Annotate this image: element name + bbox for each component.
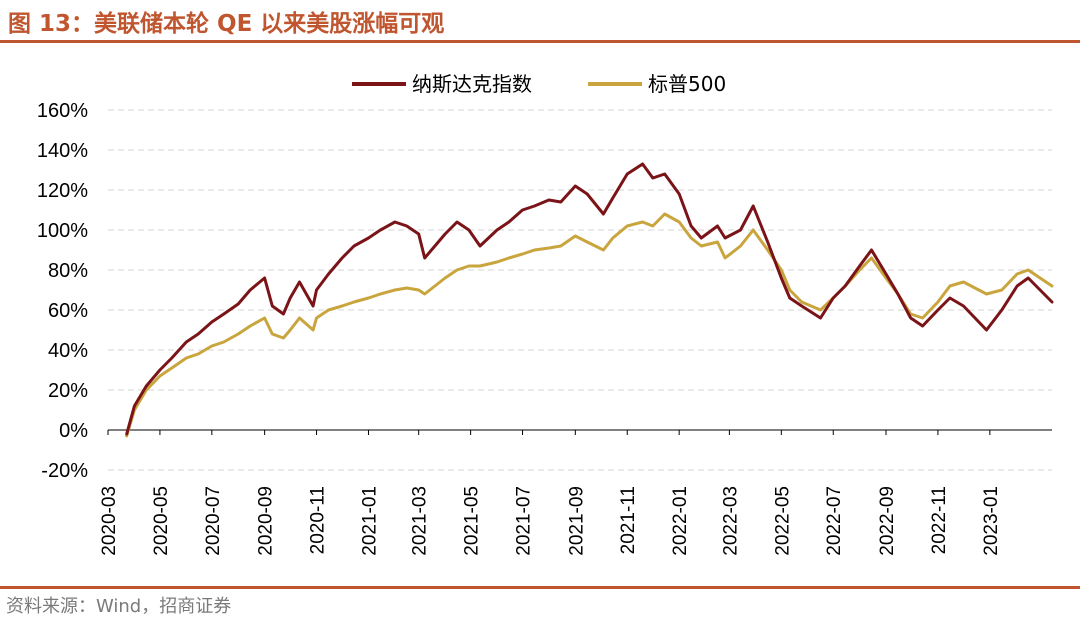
x-tick-label: 2020-11: [308, 486, 329, 554]
y-tick-label: 40%: [48, 340, 88, 362]
figure-title: 图 13：美联储本轮 QE 以来美股涨幅可观: [8, 11, 445, 37]
x-tick-label: 2020-07: [203, 486, 224, 556]
series-line-nasdaq: [125, 162, 1054, 436]
line-chart: -20% 0% 20% 40% 60% 80% 100% 120% 140% 160% 2020-…: [37, 72, 1054, 556]
source-rule: [0, 586, 1080, 589]
y-tick-label: -20%: [41, 460, 88, 482]
title-rule: [0, 40, 1080, 43]
y-axis-tick-labels: -20% 0% 20% 40% 60% 80% 100% 120% 140% 160%: [37, 100, 88, 482]
x-tick-label: 2023-01: [981, 486, 1002, 556]
series-line-sp500: [125, 212, 1054, 438]
x-tick-label: 2021-09: [566, 486, 587, 556]
x-tick-label: 2022-11: [929, 486, 950, 554]
x-tick-label: 2020-09: [256, 486, 277, 556]
y-tick-label: 20%: [48, 380, 88, 402]
x-tick-label: 2020-03: [99, 486, 120, 556]
x-tick-label: 2021-11: [618, 486, 639, 554]
x-tick-label: 2021-03: [410, 486, 431, 556]
x-tick-label: 2022-01: [670, 486, 691, 556]
y-tick-label: 140%: [37, 140, 88, 162]
legend: 纳斯达克指数 标普500: [352, 72, 726, 96]
x-tick-label: 2022-09: [877, 486, 898, 556]
x-tick-label: 2022-05: [772, 486, 793, 556]
legend-label: 标普500: [648, 72, 726, 96]
x-tick-label: 2020-05: [151, 486, 172, 556]
x-tick-label: 2022-03: [720, 486, 741, 556]
x-tick-label: 2021-05: [462, 486, 483, 556]
x-axis: 2020-03 2020-05 2020-07 2020-09 2020-11 2021-…: [99, 429, 1052, 556]
y-tick-label: 0%: [59, 420, 88, 442]
y-tick-label: 120%: [37, 180, 88, 202]
source-note: 资料来源：Wind，招商证券: [6, 596, 232, 617]
x-tick-label: 2021-01: [359, 486, 380, 556]
y-tick-label: 60%: [48, 300, 88, 322]
y-tick-label: 100%: [37, 220, 88, 242]
series-lines: [125, 162, 1054, 438]
x-tick-label: 2021-07: [514, 486, 535, 556]
y-tick-label: 160%: [37, 100, 88, 122]
legend-label: 纳斯达克指数: [412, 72, 532, 96]
x-tick-label: 2022-07: [824, 486, 845, 556]
y-tick-label: 80%: [48, 260, 88, 282]
